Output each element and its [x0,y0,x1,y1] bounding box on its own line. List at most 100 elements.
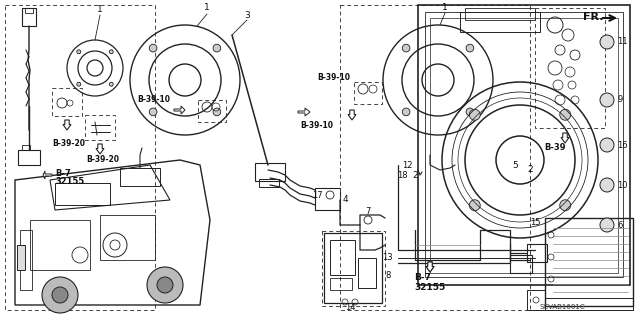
Circle shape [560,109,571,120]
Circle shape [600,218,614,232]
Text: 7: 7 [365,207,371,217]
Circle shape [600,138,614,152]
Bar [52,88,82,116]
Bar [120,168,160,186]
Polygon shape [348,110,356,120]
Text: 13: 13 [382,254,392,263]
Circle shape [52,287,68,303]
Bar [460,12,540,32]
Bar [545,298,633,310]
Circle shape [466,108,474,116]
Bar [330,278,352,290]
Bar [527,244,547,262]
Circle shape [600,93,614,107]
Bar [430,18,618,273]
Text: B-39-20: B-39-20 [86,155,119,165]
Circle shape [469,109,480,120]
Bar [85,115,115,140]
Text: 10: 10 [617,181,627,189]
Polygon shape [63,120,71,130]
Text: 6: 6 [617,220,622,229]
Bar [465,8,535,20]
Bar [340,5,530,310]
Bar [55,183,110,205]
Bar [358,258,376,288]
Bar [425,12,623,277]
Text: 2: 2 [412,170,418,180]
Text: B-7: B-7 [55,168,71,177]
Bar [22,145,30,150]
Text: 8: 8 [385,271,390,279]
Bar [22,8,36,26]
Text: 32155: 32155 [414,284,445,293]
Text: 1: 1 [442,4,448,12]
Circle shape [149,44,157,52]
Circle shape [77,82,81,86]
Circle shape [213,44,221,52]
Text: 12: 12 [403,160,413,169]
Bar [354,82,382,104]
Polygon shape [298,108,310,116]
Text: B-39-10: B-39-10 [317,73,350,83]
Polygon shape [426,262,434,272]
Text: 14: 14 [345,303,355,313]
Circle shape [466,44,474,52]
Polygon shape [43,171,52,179]
Text: B-7: B-7 [414,273,431,283]
Text: FR.: FR. [583,12,604,22]
Bar [25,8,33,13]
Bar [322,231,385,306]
Circle shape [213,108,221,116]
Text: 1: 1 [204,4,210,12]
Bar [418,5,630,285]
Text: B-39-10: B-39-10 [300,121,333,130]
Text: 17: 17 [312,190,323,199]
Text: 1: 1 [97,5,103,14]
Circle shape [149,108,157,116]
Text: 16: 16 [617,140,628,150]
Text: B-39-10: B-39-10 [137,95,170,105]
Circle shape [600,35,614,49]
Bar [510,255,532,273]
Polygon shape [96,144,104,154]
Text: 5: 5 [512,160,518,169]
Bar [255,163,285,181]
Bar [100,215,155,260]
Text: 3: 3 [244,11,250,19]
Circle shape [560,200,571,211]
Circle shape [157,277,173,293]
Polygon shape [426,262,434,272]
Bar [315,188,340,210]
Text: 4: 4 [342,196,348,204]
Bar [18,150,40,165]
Text: 11: 11 [617,38,627,47]
Text: SCVAB1601C: SCVAB1601C [540,304,586,310]
Bar [324,233,382,303]
Bar [17,245,25,270]
Circle shape [147,267,183,303]
Circle shape [77,50,81,54]
Bar [198,100,226,122]
Circle shape [403,108,410,116]
Bar [535,8,605,128]
Bar [20,230,32,290]
Text: 32155: 32155 [55,177,84,187]
Circle shape [469,200,480,211]
Bar [330,240,355,275]
Bar [259,179,279,187]
Text: B-39-20: B-39-20 [52,138,85,147]
Circle shape [600,178,614,192]
Circle shape [42,277,78,313]
Bar [545,218,633,306]
Polygon shape [561,133,569,143]
Circle shape [109,82,113,86]
Bar [30,220,90,270]
Bar [527,290,545,310]
Text: 9: 9 [617,95,622,105]
Circle shape [109,50,113,54]
Text: 15: 15 [531,218,541,227]
Text: 18: 18 [397,170,408,180]
Polygon shape [174,106,185,114]
Bar [5,5,155,310]
Text: 2: 2 [527,166,533,174]
